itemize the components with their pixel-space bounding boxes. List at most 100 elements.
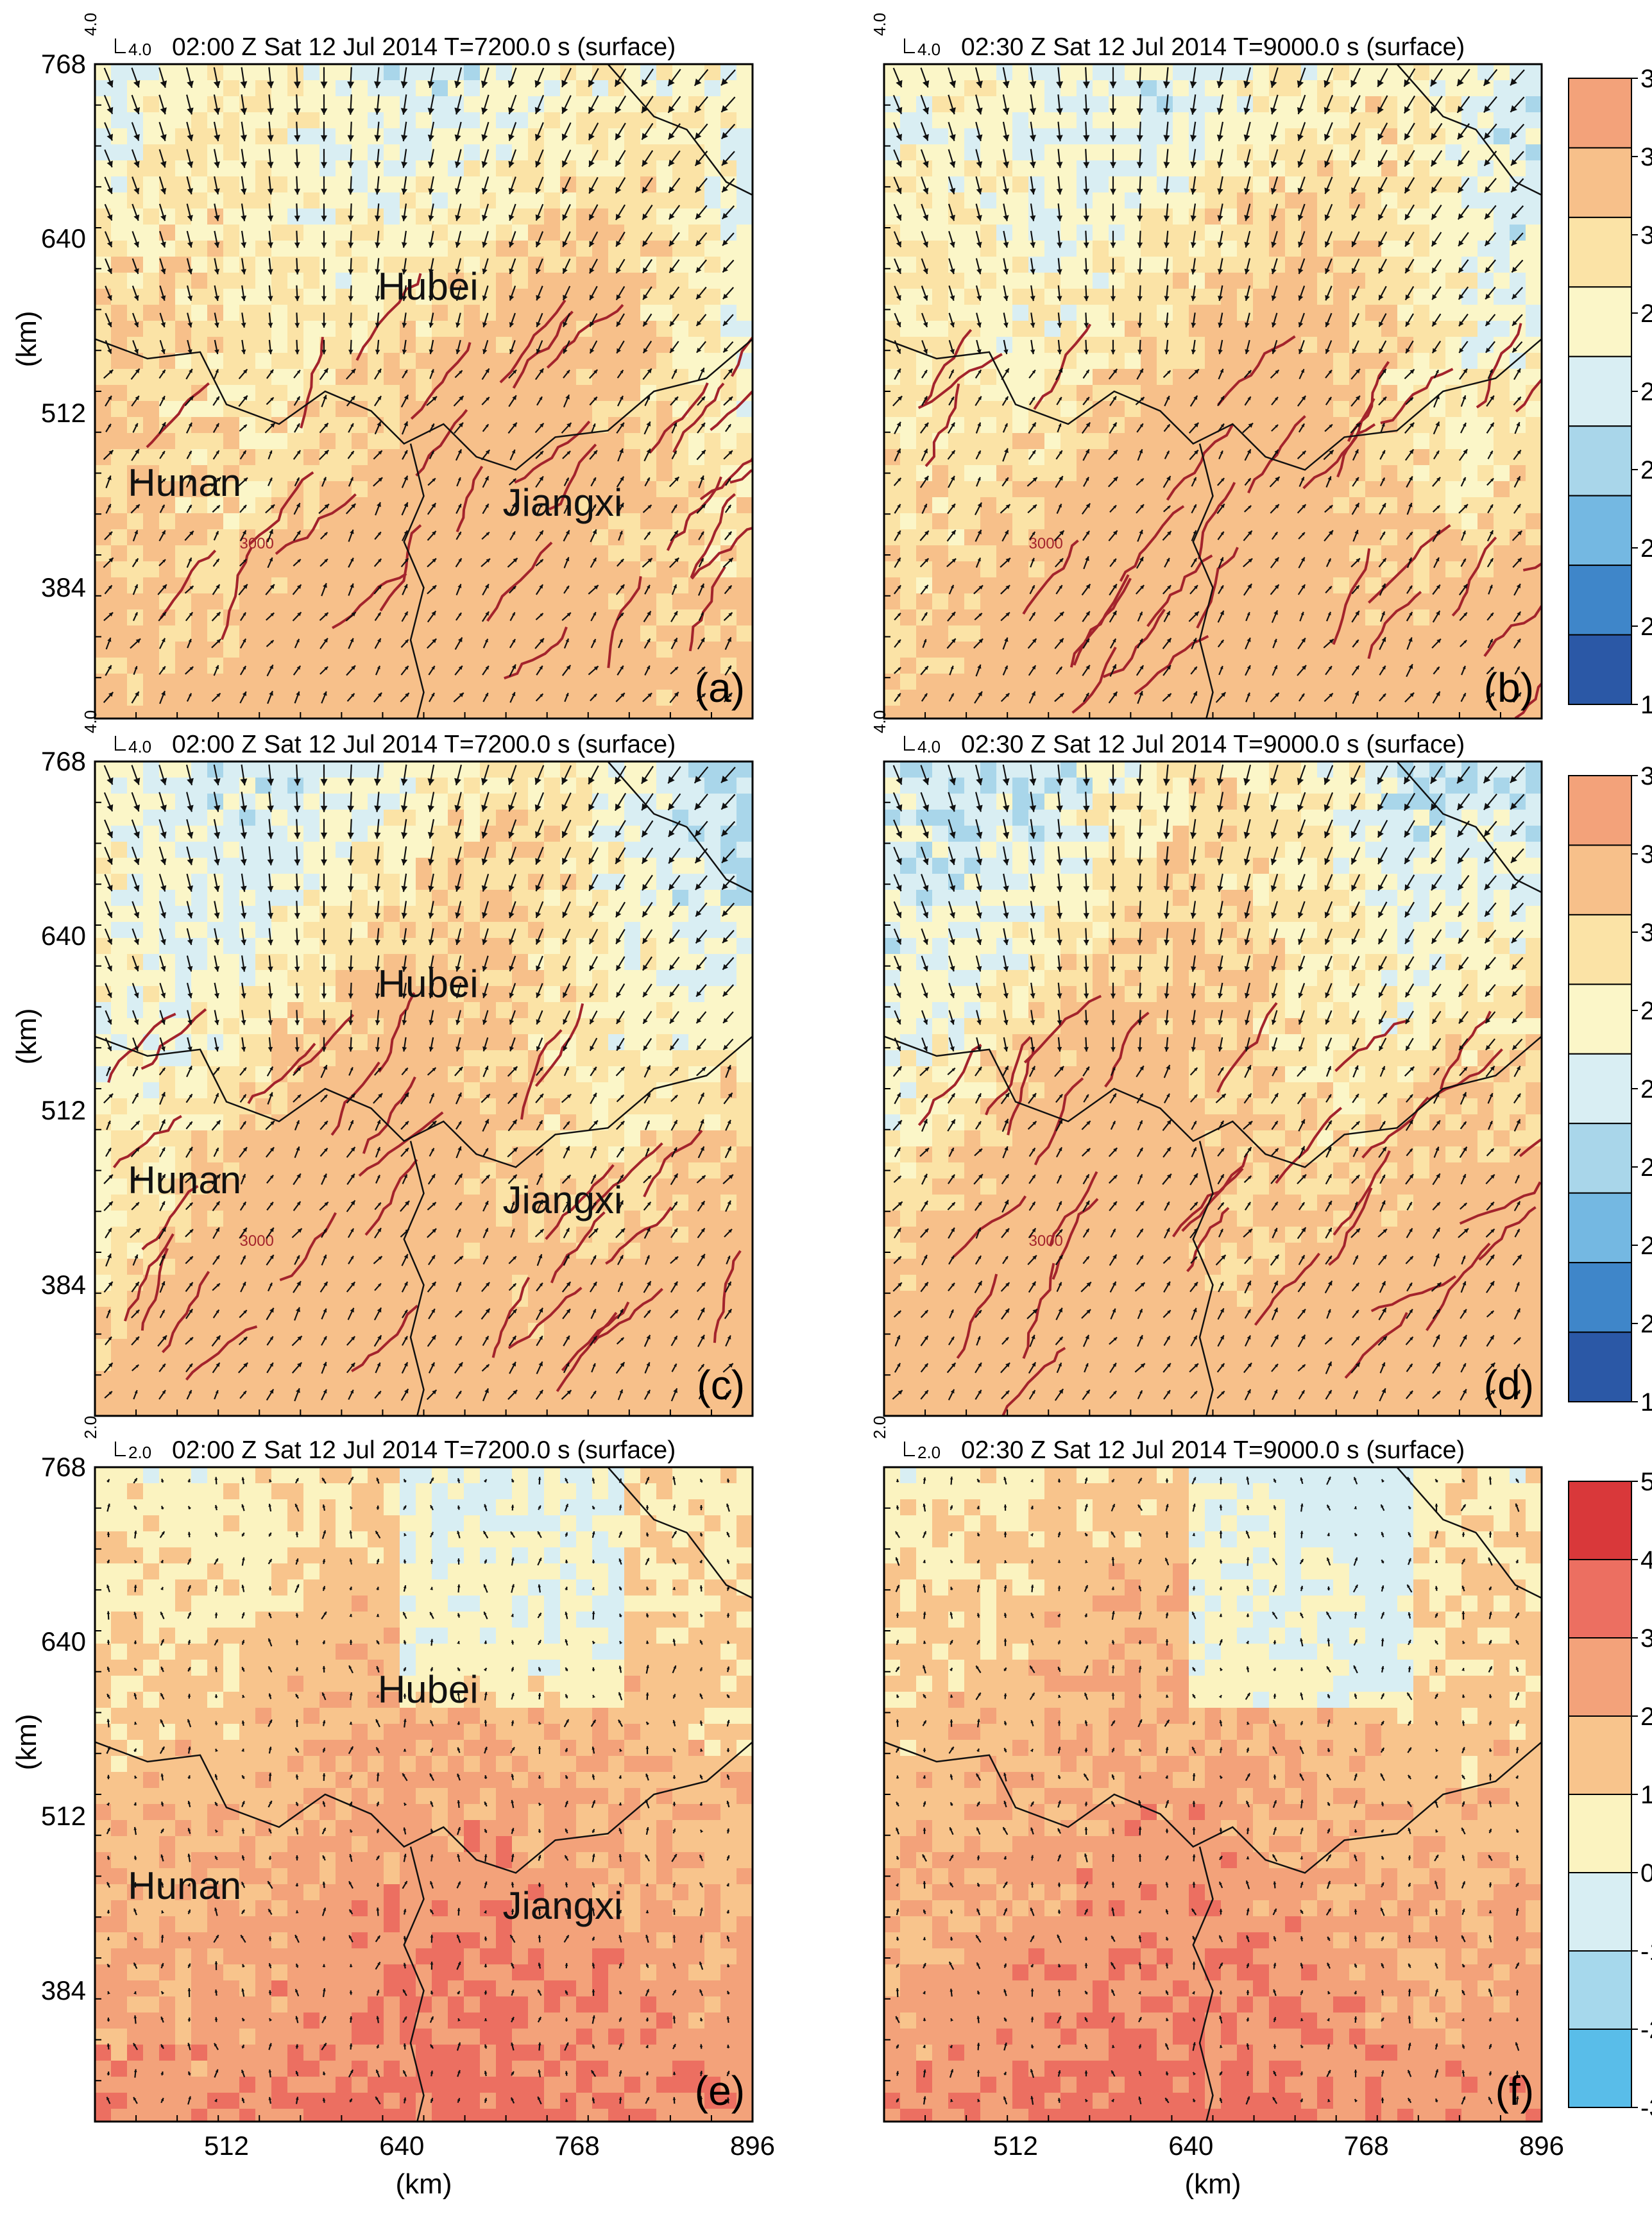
field-cell [884,353,901,370]
field-cell [400,762,416,778]
wind-vector [482,203,490,221]
field-cell [191,625,208,642]
field-cell [737,577,753,594]
wind-vector [1083,477,1089,487]
field-cell [1157,353,1173,370]
field-cell [1253,128,1270,145]
field-cell [900,144,917,161]
field-cell [1141,112,1157,129]
field-cell [1012,192,1029,209]
contour-label: 3000 [240,535,274,552]
field-cell [1060,497,1077,514]
field-cell [1317,609,1334,626]
field-cell [624,706,641,719]
field-cell [672,64,689,81]
field-cell [948,192,965,209]
field-cell [544,762,561,778]
field-cell [1526,433,1542,450]
field-cell [900,112,917,129]
wind-vector [615,149,626,167]
field-cell [1205,144,1222,161]
field-cell [544,176,561,193]
field-cell [1461,353,1478,370]
wind-vector [509,611,516,622]
field-cell [624,241,641,257]
field-cell [1173,529,1189,546]
field-cell [143,273,160,289]
wind-vector [321,395,327,407]
wind-vector [724,665,732,676]
field-cell [900,401,917,418]
wind-vector [1217,149,1223,168]
wind-vector [616,340,625,354]
field-cell [1173,385,1189,402]
wind-vector [1028,531,1036,540]
field-cell [656,337,673,353]
wind-vector [1456,123,1470,140]
field-cell [480,192,497,209]
wind-vector [1457,205,1470,220]
field-cell [1333,513,1350,530]
field-cell [544,369,561,386]
wind-vector [671,584,677,595]
field-cell [592,225,609,241]
contour-line [1217,335,1296,406]
field-cell [1077,273,1093,289]
field-cell [1253,706,1270,719]
wind-vector [975,121,983,142]
field-cell [1173,690,1189,706]
wind-vector [1298,557,1306,568]
field-cell [303,96,320,113]
field-cell [560,674,577,690]
wind-vector [642,204,653,221]
field-cell [1173,257,1189,273]
wind-vector [103,611,114,622]
field-cell [223,858,240,874]
field-cell [964,577,981,594]
field-cell [704,144,721,161]
field-cell [1093,385,1109,402]
field-cell [127,401,144,418]
field-cell [1205,642,1222,658]
field-cell [884,642,901,658]
field-cell [1141,64,1157,81]
field-cell [948,64,965,81]
wind-vector [267,67,275,89]
field-cell [1253,690,1270,706]
field-cell [319,465,336,482]
field-cell [496,658,513,674]
field-cell [368,690,384,706]
wind-vector [1271,285,1278,302]
field-cell [592,690,609,706]
field-cell [191,225,208,241]
field-cell [1285,577,1302,594]
wind-vector [507,67,517,88]
wind-vector [669,692,679,703]
field-cell [1141,289,1157,305]
field-cell [528,385,545,402]
field-cell [496,305,513,321]
field-cell [624,321,641,337]
field-cell [1349,321,1366,337]
field-cell [1189,385,1205,402]
field-cell [352,658,368,674]
field-cell [223,241,240,257]
wind-vector [1243,505,1252,513]
field-cell [1413,192,1430,209]
field-cell [287,674,304,690]
wind-vector [375,230,380,248]
field-cell [932,64,949,81]
wind-vector [1001,368,1010,380]
field-cell [207,593,224,610]
wind-vector [159,450,166,459]
field-cell [1077,545,1093,562]
field-cell [1221,257,1238,273]
wind-vector [158,530,166,541]
field-cell [512,593,529,610]
field-cell [900,192,917,209]
wind-vector [214,176,220,195]
field-cell [1461,674,1478,690]
wind-vector [617,395,624,407]
field-cell [1413,64,1430,81]
wind-vector [946,638,957,649]
